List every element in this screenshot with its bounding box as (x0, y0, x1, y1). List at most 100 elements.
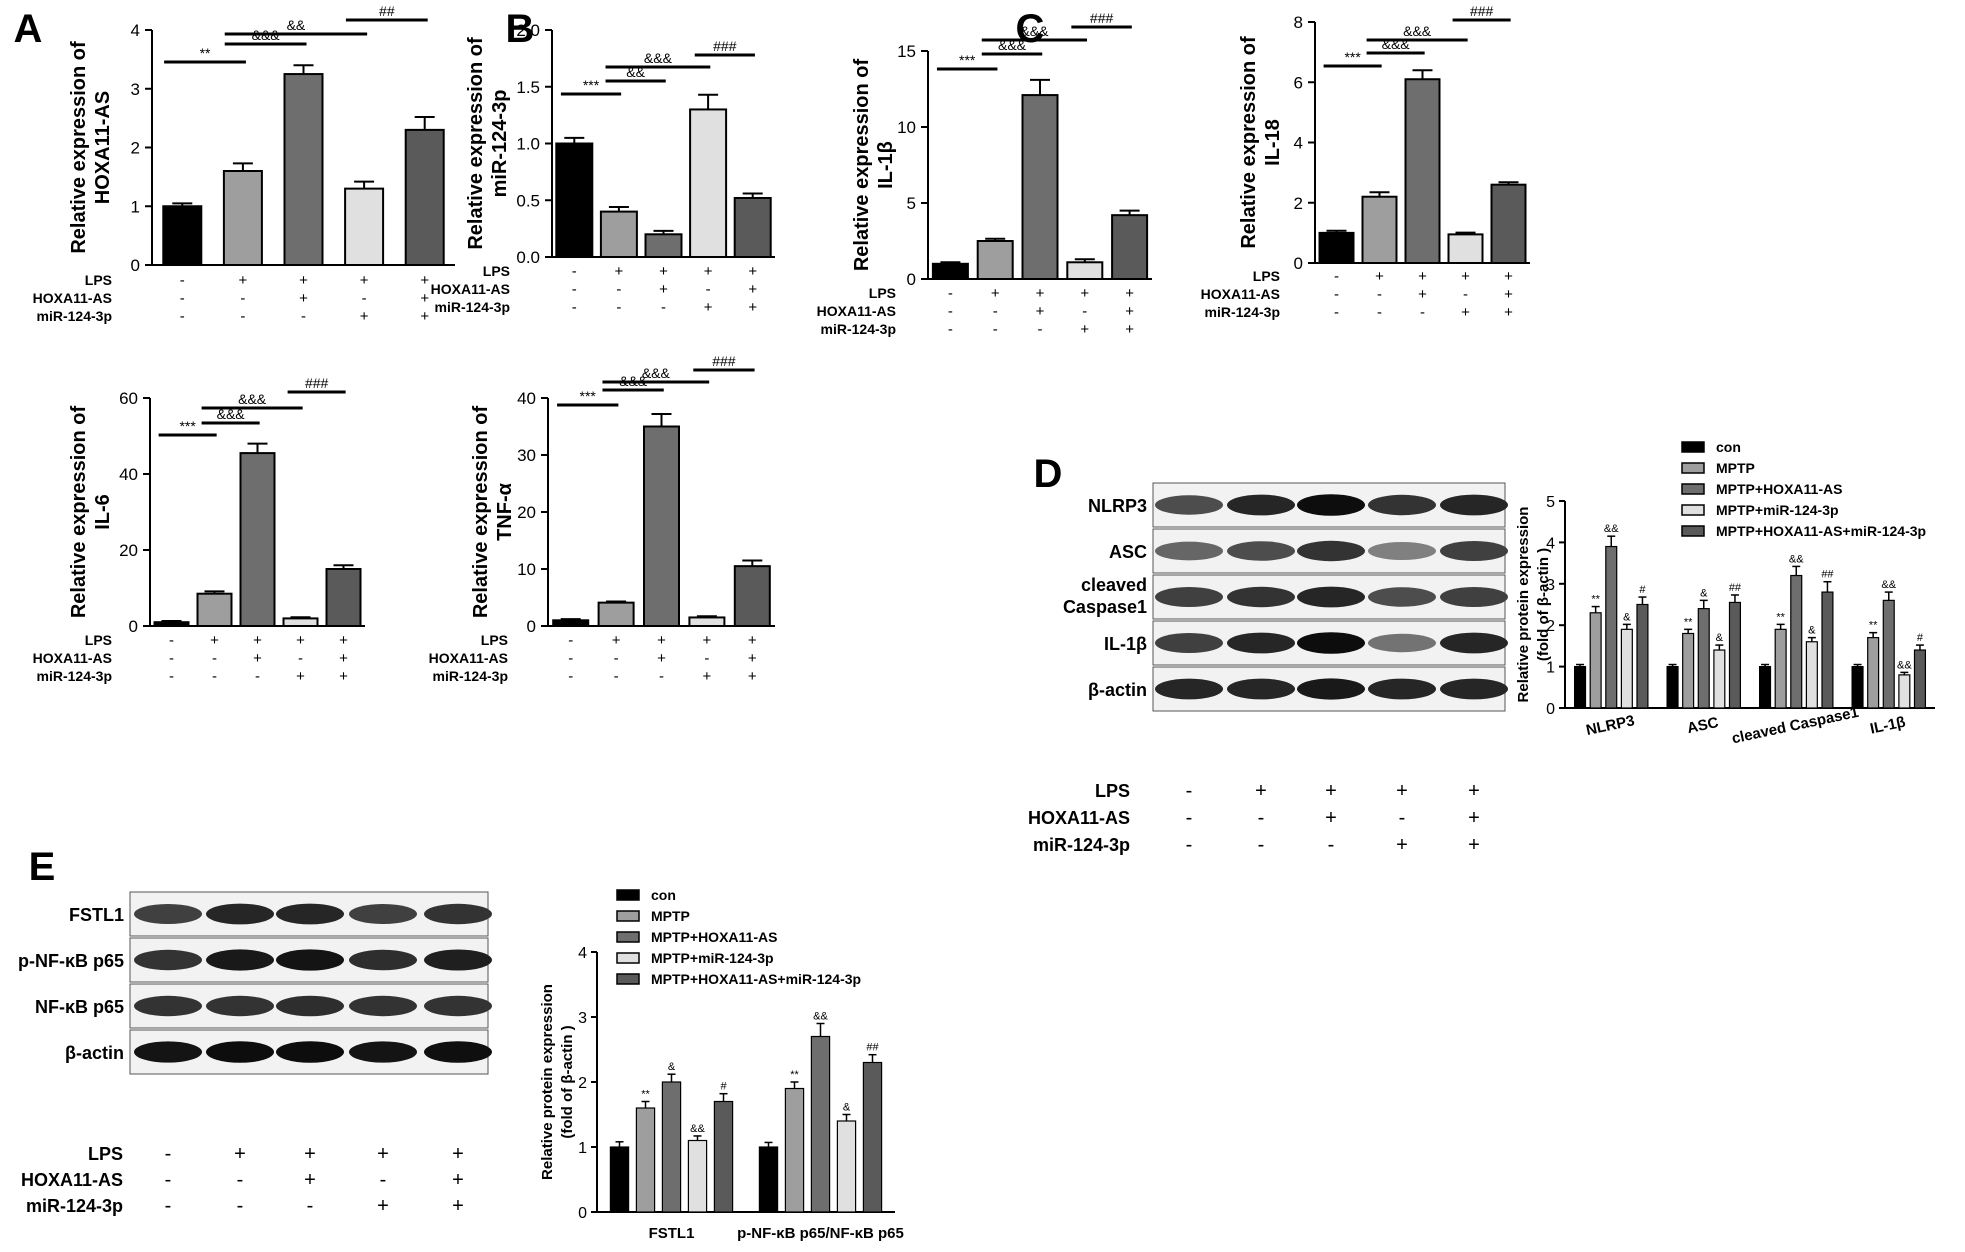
panel-letter-d: D (1034, 452, 1063, 496)
condition-sign-a2: - (212, 650, 217, 667)
y-tick-label-b2: 40 (517, 389, 536, 408)
bar-d (1636, 603, 1649, 709)
blot-condition-sign-d: - (1399, 807, 1406, 829)
condition-sign-a: - (180, 308, 185, 325)
legend-swatch-d (1681, 504, 1705, 516)
y-tick-label-a: 0 (131, 256, 140, 275)
condition-sign-c: + (1125, 321, 1134, 338)
sig-mark-e: ** (641, 1089, 650, 1101)
condition-sign-b: - (572, 263, 577, 280)
legend-label-e: MPTP+HOXA11-AS+miR-124-3p (651, 971, 861, 987)
condition-sign-b2: - (614, 650, 619, 667)
condition-sign-a2: - (255, 668, 260, 685)
blot-label-d: β-actin (1088, 680, 1147, 700)
legend-swatch-e (616, 952, 640, 964)
blot-band-e (276, 903, 344, 925)
blot-band-e (349, 995, 417, 1017)
condition-label-b: miR-124-3p (435, 299, 510, 315)
sig-label-b: &&& (644, 50, 673, 66)
blot-condition-sign-e: + (377, 1143, 389, 1165)
sig-mark-d: ** (1776, 611, 1785, 623)
bar-e (862, 1061, 883, 1213)
y-axis-label-c: Relative expression of (851, 59, 873, 272)
bar-d (1913, 649, 1927, 709)
y-tick-label-c: 10 (897, 118, 916, 137)
blot-band-d (1368, 678, 1436, 700)
condition-sign-b: + (659, 263, 668, 280)
blot-label-e: β-actin (65, 1043, 124, 1063)
bar-d (1867, 637, 1880, 709)
y-axis-label-a: Relative expression of (68, 41, 90, 254)
blot-band-e (424, 1041, 492, 1063)
condition-sign-c2: - (1334, 304, 1339, 321)
legend-label-d: MPTP (1716, 460, 1755, 476)
bar-a (222, 170, 263, 266)
condition-sign-b2: + (657, 632, 666, 649)
condition-label-a2: miR-124-3p (37, 668, 112, 684)
bar-e (758, 1146, 779, 1213)
blot-label-d: Caspase1 (1063, 597, 1147, 617)
condition-sign-a: - (240, 290, 245, 307)
condition-sign-c2: + (1418, 268, 1427, 285)
condition-sign-b: + (748, 281, 757, 298)
legend-label-e: MPTP+HOXA11-AS (651, 929, 777, 945)
condition-sign-b: - (706, 281, 711, 298)
bar-e (687, 1139, 708, 1213)
y-tick-label-d: 5 (1546, 494, 1555, 511)
sig-mark-d: # (1917, 632, 1924, 644)
y-tick-label-b2: 10 (517, 560, 536, 579)
blot-label-d: NLRP3 (1088, 496, 1147, 516)
sig-mark-d: & (1700, 587, 1708, 599)
sig-mark-d: ** (1684, 616, 1693, 628)
blot-band-d (1297, 494, 1365, 516)
condition-sign-c: - (993, 303, 998, 320)
blot-label-d: cleaved (1081, 575, 1147, 595)
condition-sign-b2: - (568, 632, 573, 649)
sig-mark-d: ** (1869, 620, 1878, 632)
bar-e (784, 1087, 805, 1213)
condition-sign-c: + (1125, 303, 1134, 320)
bar-e (810, 1035, 831, 1213)
blot-band-e (424, 995, 492, 1017)
blot-band-d (1297, 586, 1365, 608)
blot-band-e (276, 949, 344, 971)
condition-sign-b2: - (568, 668, 573, 685)
bar-b (689, 108, 728, 258)
blot-band-e (276, 1041, 344, 1063)
bar-c (1021, 94, 1059, 280)
bar-c (976, 240, 1014, 280)
blot-condition-sign-d: - (1186, 807, 1193, 829)
bar-d (1620, 628, 1633, 709)
legend-swatch-d (1681, 483, 1705, 495)
legend-label-d: con (1716, 439, 1741, 455)
sig-mark-d: ## (1729, 582, 1742, 594)
category-label-d: IL-1β (1869, 714, 1908, 738)
y-axis-label-b: miR-124-3p (489, 90, 511, 198)
sig-label-a: ** (200, 45, 211, 61)
condition-sign-b2: + (748, 632, 757, 649)
bar-d (1758, 665, 1772, 709)
bar-e (635, 1107, 656, 1213)
sig-mark-d: && (1881, 579, 1896, 591)
blot-condition-sign-e: - (165, 1169, 172, 1191)
condition-sign-c: + (1125, 285, 1134, 302)
bar-d (1697, 608, 1710, 709)
condition-sign-b: - (616, 281, 621, 298)
blot-condition-sign-e: + (234, 1143, 246, 1165)
blot-condition-sign-d: - (1258, 834, 1265, 856)
blot-band-e (349, 904, 417, 924)
bar-e (661, 1081, 682, 1213)
sig-mark-d: ## (1821, 569, 1834, 581)
condition-sign-a2: + (253, 650, 262, 667)
condition-label-c2: LPS (1253, 268, 1280, 284)
blot-condition-sign-e: - (380, 1169, 387, 1191)
condition-sign-a: + (420, 272, 429, 289)
sig-mark-e: && (690, 1123, 705, 1135)
blot-condition-sign-d: + (1325, 780, 1337, 802)
sig-mark-d: ** (1591, 594, 1600, 606)
category-label-e: p-NF-κB p65/NF-κB p65 (737, 1225, 904, 1242)
sig-mark-e: ** (790, 1069, 799, 1081)
sig-label-c: *** (959, 52, 976, 68)
blot-band-e (206, 995, 274, 1017)
